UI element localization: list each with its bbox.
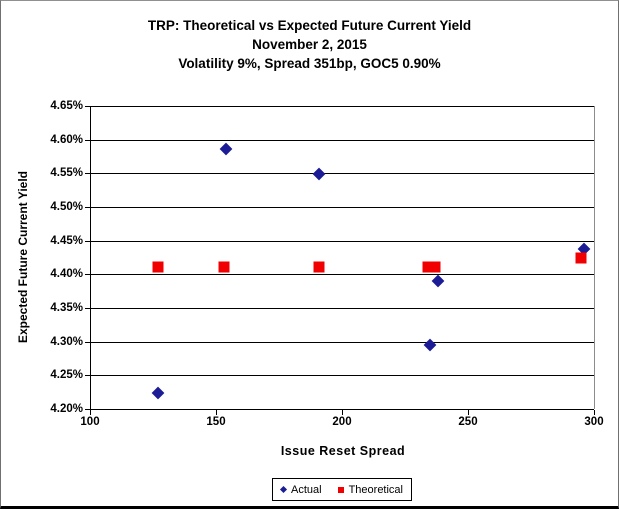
y-tick-label: 4.60% — [50, 134, 83, 146]
data-point-actual — [312, 167, 326, 181]
y-tick-mark — [85, 241, 90, 242]
data-point-actual — [219, 142, 233, 156]
x-tick-label: 100 — [80, 416, 100, 428]
y-tick-mark — [85, 274, 90, 275]
y-gridline — [90, 207, 594, 208]
y-tick-mark — [85, 342, 90, 343]
y-tick-label: 4.45% — [50, 235, 83, 247]
x-tick-mark — [342, 410, 343, 415]
data-point-theoretical — [575, 252, 587, 263]
y-tick-mark — [85, 409, 90, 410]
chart-title-line-3: Volatility 9%, Spread 351bp, GOC5 0.90% — [178, 56, 441, 71]
data-point-theoretical — [218, 261, 230, 273]
y-axis-line — [90, 106, 91, 409]
y-tick-label: 4.55% — [50, 167, 83, 179]
data-point-theoretical — [313, 261, 325, 273]
data-point-actual — [151, 386, 165, 400]
x-tick-label: 150 — [206, 416, 226, 428]
data-point-actual — [431, 274, 445, 288]
y-gridline — [90, 308, 594, 309]
plot-right-border — [594, 106, 595, 409]
y-tick-mark — [85, 173, 90, 174]
y-gridline — [90, 274, 594, 275]
x-tick-label: 250 — [458, 416, 478, 428]
y-tick-mark — [85, 375, 90, 376]
legend-label-actual: Actual — [291, 483, 322, 496]
y-gridline — [90, 106, 594, 107]
theoretical-square-icon — [337, 486, 344, 493]
chart-title-line-2: November 2, 2015 — [252, 37, 367, 52]
y-tick-label: 4.25% — [50, 369, 83, 381]
chart-title-line-1: TRP: Theoretical vs Expected Future Curr… — [147, 18, 472, 33]
data-point-theoretical — [429, 261, 441, 273]
y-tick-label: 4.65% — [50, 100, 83, 112]
x-tick-mark — [468, 410, 469, 415]
y-gridline — [90, 241, 594, 242]
y-tick-mark — [85, 207, 90, 208]
legend-label-theoretical: Theoretical — [348, 483, 403, 496]
y-tick-label: 4.50% — [50, 201, 83, 213]
data-point-actual — [423, 338, 437, 352]
legend: Actual Theoretical — [272, 478, 412, 501]
legend-item-actual: Actual — [279, 483, 322, 496]
x-tick-mark — [594, 410, 595, 415]
y-gridline — [90, 409, 594, 410]
y-tick-mark — [85, 140, 90, 141]
y-tick-label: 4.40% — [50, 268, 83, 280]
legend-item-theoretical: Theoretical — [337, 483, 403, 496]
x-axis-title: Issue Reset Spread — [280, 444, 406, 458]
data-point-theoretical — [152, 261, 164, 273]
y-gridline — [90, 375, 594, 376]
actual-diamond-icon — [279, 485, 288, 494]
y-tick-mark — [85, 308, 90, 309]
x-tick-label: 300 — [584, 416, 604, 428]
y-gridline — [90, 342, 594, 343]
y-tick-label: 4.20% — [50, 403, 83, 415]
x-tick-mark — [216, 410, 217, 415]
y-gridline — [90, 173, 594, 174]
x-tick-label: 200 — [332, 416, 352, 428]
y-tick-label: 4.30% — [50, 336, 83, 348]
y-gridline — [90, 140, 594, 141]
y-tick-mark — [85, 106, 90, 107]
data-point-theoretical — [422, 261, 434, 273]
x-tick-mark — [90, 410, 91, 415]
y-axis-title: Expected Future Current Yield — [16, 170, 30, 344]
chart-title: TRP: Theoretical vs Expected Future Curr… — [1, 16, 618, 73]
y-tick-label: 4.35% — [50, 302, 83, 314]
